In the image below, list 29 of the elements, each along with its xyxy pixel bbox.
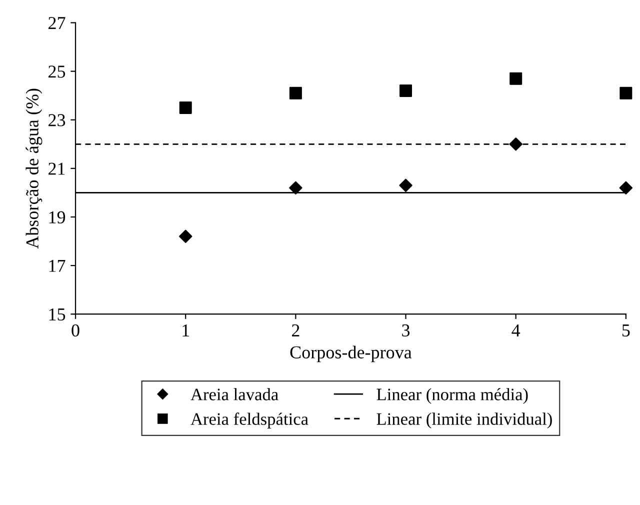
x-tick-label: 0	[72, 324, 80, 337]
y-axis-title: Absorção de água (%)	[26, 88, 42, 249]
point	[509, 138, 522, 151]
x-axis-title: Corpos-de-prova	[290, 346, 412, 362]
y-tick-label: 15	[49, 308, 66, 321]
point	[510, 72, 522, 85]
y-tick-label: 21	[48, 162, 65, 175]
point	[620, 86, 632, 100]
point	[179, 101, 192, 114]
y-tick-label: 27	[48, 17, 66, 29]
legend-label: Areia feldspática	[190, 412, 308, 428]
legend-label: Areia lavada	[190, 388, 278, 400]
point	[179, 230, 192, 243]
legend-label: Linear (limite individual)	[376, 412, 552, 428]
x-tick-label: 4	[512, 324, 520, 336]
x-tick-label: 3	[402, 324, 410, 337]
point	[289, 86, 302, 100]
legend-label: Linear (norma média)	[376, 388, 528, 404]
y-tick-label: 17	[49, 260, 66, 272]
point	[289, 181, 302, 194]
point	[619, 181, 633, 194]
y-tick-label: 23	[48, 114, 66, 126]
y-tick-label: 19	[49, 211, 66, 224]
point	[400, 84, 412, 97]
x-tick-label: 5	[622, 324, 630, 337]
x-tick-label: 1	[182, 324, 190, 336]
point	[399, 178, 412, 192]
y-tick-label: 25	[48, 66, 66, 78]
x-tick-label: 2	[292, 324, 300, 336]
